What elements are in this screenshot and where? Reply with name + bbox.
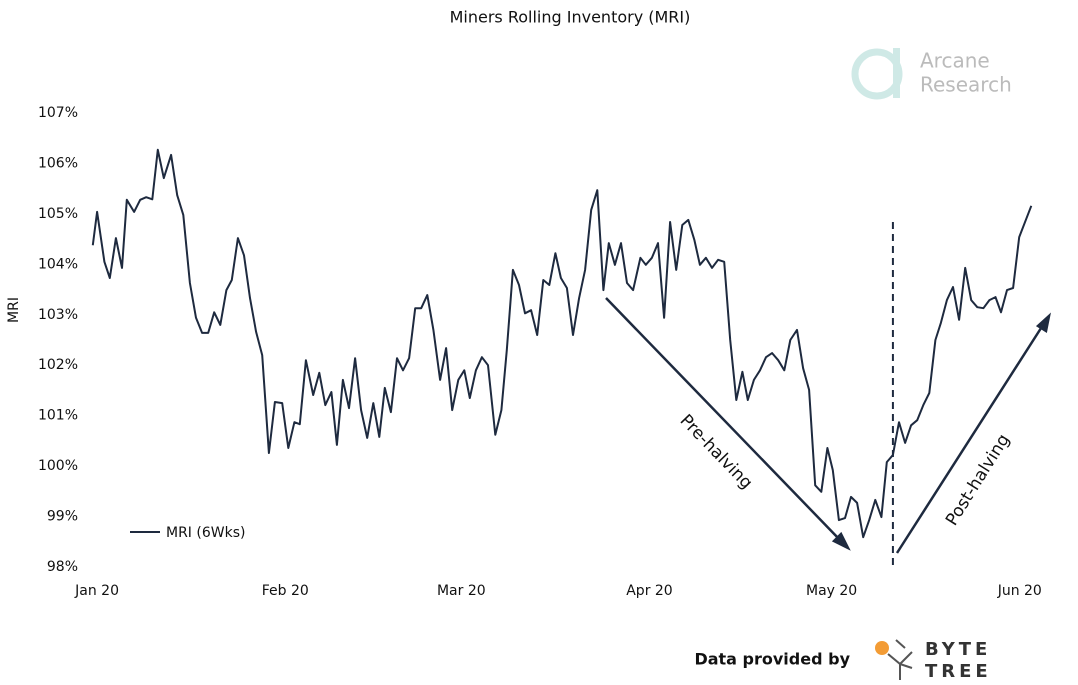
annotation: Post-halving [942, 431, 1014, 530]
data-line [91, 148, 1033, 539]
y-tick-label: 106% [38, 155, 78, 171]
y-tick-label: 99% [47, 509, 78, 525]
watermark: Arcane [920, 49, 990, 73]
credit: Data provided by [694, 650, 850, 669]
x-tick-label: Feb 20 [262, 583, 309, 599]
legend-label: MRI (6Wks) [166, 525, 245, 541]
y-tick-label: 107% [38, 105, 78, 121]
x-tick-label: Apr 20 [626, 583, 672, 599]
y-tick-label: 103% [38, 307, 78, 323]
logo-text: TREE [925, 661, 992, 682]
x-tick-label: Jun 20 [997, 583, 1042, 599]
watermark-logo [851, 48, 903, 100]
byte-tree-icon [875, 639, 913, 680]
y-tick-label: 100% [38, 458, 78, 474]
y-tick-label: 104% [38, 256, 78, 272]
annotation-arrows [605, 297, 1051, 554]
watermark: Research [920, 73, 1012, 97]
y-tick-label: 105% [38, 206, 78, 222]
x-tick-label: Jan 20 [74, 583, 119, 599]
x-tick-label: May 20 [806, 583, 857, 599]
x-tick-label: Mar 20 [437, 583, 486, 599]
logo-text: BYTE [925, 639, 991, 660]
y-axis-label: MRI [6, 297, 22, 323]
annotation: Pre-halving [676, 411, 757, 494]
y-tick-label: 101% [38, 408, 78, 424]
y-tick-label: 102% [38, 357, 78, 373]
y-tick-label: 98% [47, 559, 78, 575]
chart-title: Miners Rolling Inventory (MRI) [450, 8, 691, 27]
